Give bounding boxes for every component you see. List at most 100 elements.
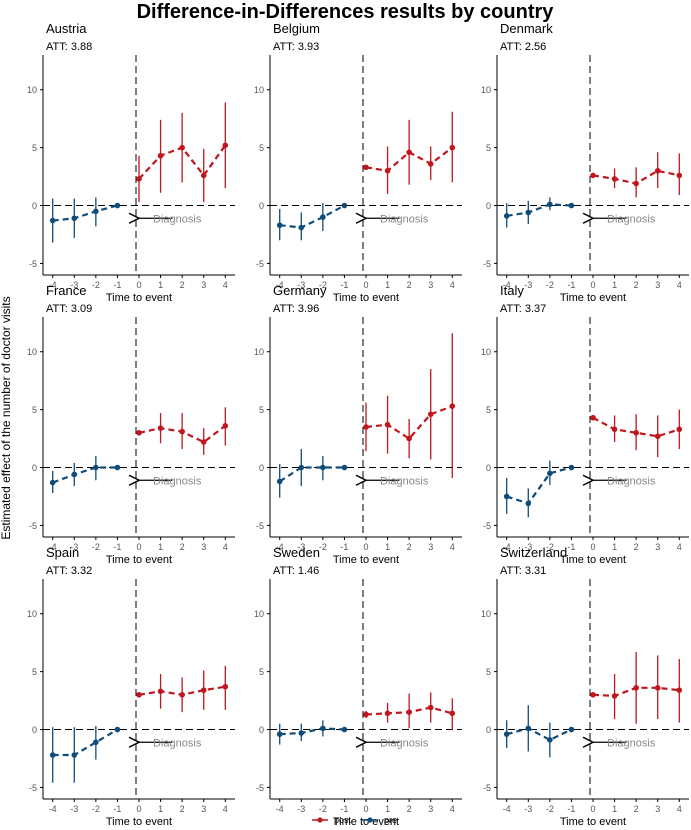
pre-series-line — [279, 466, 345, 483]
panel-austria: Austria ATT: 3.88 -5 0 5 10 -4 -3 -2 -1 0 1 2 3 4 Time … — [27, 21, 235, 304]
legend-item-post: post — [312, 815, 352, 825]
pre-series-line — [279, 727, 345, 736]
post-point — [200, 439, 207, 445]
post-point — [406, 149, 412, 156]
x-tick-label: -3 — [70, 804, 78, 814]
y-tick-label: 10 — [27, 347, 37, 357]
post-point — [136, 176, 142, 182]
y-tick-label: -5 — [483, 259, 491, 269]
post-point — [406, 709, 412, 715]
post-point — [157, 688, 164, 695]
panel-title: Austria — [46, 21, 87, 36]
x-tick-label: -3 — [297, 542, 305, 552]
y-tick-label: 5 — [486, 405, 491, 415]
x-tick-label: 2 — [407, 804, 412, 814]
x-axis-title: Time to event — [106, 292, 172, 304]
diagnosis-label: Diagnosis — [153, 475, 202, 487]
post-point — [136, 691, 142, 698]
figure-title: Difference-in-Differences results by cou… — [137, 1, 555, 23]
pre-series-line — [506, 727, 572, 742]
x-axis-title: Time to event — [333, 292, 399, 304]
x-tick-label: 3 — [655, 280, 660, 290]
x-tick-label: 2 — [180, 804, 185, 814]
att-label: ATT: 3.09 — [46, 303, 92, 315]
post-point — [611, 176, 618, 182]
x-tick-label: -1 — [340, 280, 348, 290]
y-tick-label: 5 — [486, 143, 491, 153]
x-axis-title: Time to event — [333, 554, 399, 566]
x-tick-label: -3 — [70, 542, 78, 552]
x-tick-label: 1 — [612, 542, 617, 552]
pre-series-line — [52, 466, 118, 484]
x-tick-label: 4 — [677, 280, 682, 290]
x-tick-label: 0 — [363, 280, 368, 290]
post-point — [222, 142, 229, 149]
post-point — [384, 421, 391, 428]
y-tick-label: -5 — [256, 259, 264, 269]
pre-point — [568, 202, 575, 209]
x-tick-label: -1 — [113, 542, 121, 552]
pre-point — [49, 752, 56, 758]
post-point — [590, 691, 596, 698]
pre-point — [276, 222, 283, 229]
pre-point — [320, 464, 326, 471]
panel-title: France — [46, 283, 86, 298]
y-tick-label: -5 — [29, 783, 37, 793]
att-label: ATT: 3.37 — [500, 303, 546, 315]
post-point — [427, 704, 434, 711]
x-tick-label: -4 — [276, 280, 284, 290]
pre-point — [547, 201, 553, 208]
x-tick-label: -3 — [70, 280, 78, 290]
x-tick-label: 3 — [655, 542, 660, 552]
att-label: ATT: 3.88 — [46, 41, 92, 53]
x-tick-label: -2 — [92, 804, 100, 814]
x-tick-label: -1 — [567, 542, 575, 552]
y-tick-label: 0 — [32, 201, 37, 211]
x-tick-label: 2 — [634, 542, 639, 552]
diagnosis-label: Diagnosis — [607, 737, 656, 749]
x-tick-label: 0 — [590, 804, 595, 814]
x-tick-label: 0 — [136, 804, 141, 814]
x-tick-label: -4 — [503, 542, 511, 552]
x-tick-label: -3 — [524, 280, 532, 290]
legend-swatch-point — [367, 817, 373, 823]
pre-point — [547, 470, 553, 477]
post-point — [449, 403, 456, 409]
x-tick-label: -2 — [92, 542, 100, 552]
y-tick-label: 0 — [486, 463, 491, 473]
x-tick-label: 1 — [158, 542, 163, 552]
pre-point — [568, 464, 575, 471]
x-tick-label: 4 — [677, 542, 682, 552]
x-tick-label: -4 — [503, 804, 511, 814]
y-tick-label: 10 — [254, 347, 264, 357]
y-tick-label: 0 — [259, 725, 264, 735]
post-point — [157, 425, 164, 431]
post-point — [384, 710, 391, 717]
pre-point — [276, 478, 283, 485]
post-point — [200, 687, 207, 693]
x-tick-label: -1 — [113, 280, 121, 290]
x-tick-label: 4 — [450, 280, 455, 290]
y-tick-label: 5 — [32, 667, 37, 677]
y-tick-label: -5 — [29, 259, 37, 269]
x-tick-label: 4 — [677, 804, 682, 814]
att-label: ATT: 2.56 — [500, 41, 546, 53]
x-tick-label: 1 — [158, 280, 163, 290]
x-tick-label: -2 — [546, 804, 554, 814]
x-tick-label: 2 — [180, 280, 185, 290]
y-tick-label: -5 — [256, 521, 264, 531]
x-axis-title: Time to event — [106, 554, 172, 566]
y-tick-label: -5 — [483, 521, 491, 531]
x-tick-label: 3 — [201, 280, 206, 290]
pre-point — [320, 725, 326, 732]
pre-point — [503, 493, 510, 500]
x-tick-label: 4 — [223, 804, 228, 814]
diagnosis-label: Diagnosis — [153, 737, 202, 749]
post-point — [654, 433, 661, 440]
x-tick-label: -4 — [276, 542, 284, 552]
x-tick-label: 0 — [590, 280, 595, 290]
